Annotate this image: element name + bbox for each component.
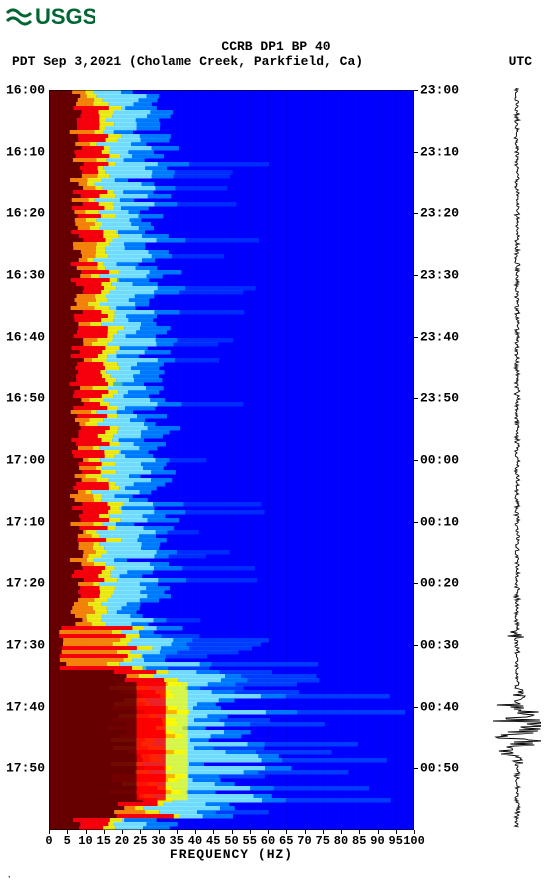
utc-tick: 23:30 xyxy=(420,268,459,283)
freq-tick: 25 xyxy=(133,834,147,848)
pdt-tick: 17:20 xyxy=(0,576,45,591)
freq-tick: 65 xyxy=(279,834,293,848)
pdt-tick: 17:30 xyxy=(0,638,45,653)
frequency-axis-label: FREQUENCY (HZ) xyxy=(49,847,414,862)
utc-tick: 00:30 xyxy=(420,638,459,653)
pdt-tick: 16:50 xyxy=(0,391,45,406)
freq-tick: 5 xyxy=(64,834,71,848)
subtitle-right: UTC xyxy=(509,54,532,69)
freq-tick: 0 xyxy=(45,834,52,848)
freq-tick: 60 xyxy=(261,834,275,848)
utc-tick: 00:50 xyxy=(420,761,459,776)
usgs-logo: USGS xyxy=(5,3,95,29)
freq-tick: 90 xyxy=(370,834,384,848)
left-time-axis: 16:0016:1016:2016:3016:4016:5017:0017:10… xyxy=(0,90,49,830)
pdt-tick: 17:00 xyxy=(0,453,45,468)
pdt-tick: 16:40 xyxy=(0,329,45,344)
utc-tick: 00:10 xyxy=(420,514,459,529)
freq-tick: 100 xyxy=(403,834,425,848)
utc-tick: 00:40 xyxy=(420,699,459,714)
utc-tick: 23:50 xyxy=(420,391,459,406)
pdt-tick: 17:50 xyxy=(0,761,45,776)
right-time-axis: 23:0023:1023:2023:3023:4023:5000:0000:10… xyxy=(414,90,484,830)
pdt-tick: 17:10 xyxy=(0,514,45,529)
pdt-tick: 16:10 xyxy=(0,144,45,159)
freq-tick: 95 xyxy=(389,834,403,848)
seismogram-trace xyxy=(493,88,541,832)
utc-tick: 23:20 xyxy=(420,206,459,221)
freq-tick: 40 xyxy=(188,834,202,848)
freq-tick: 50 xyxy=(224,834,238,848)
freq-tick: 20 xyxy=(115,834,129,848)
freq-tick: 15 xyxy=(97,834,111,848)
chart-title: CCRB DP1 BP 40 xyxy=(0,39,552,54)
usgs-logo-svg: USGS xyxy=(5,3,95,29)
subtitle-left: PDT Sep 3,2021 (Cholame Creek, Parkfield… xyxy=(12,54,363,69)
freq-tick: 70 xyxy=(297,834,311,848)
freq-tick: 75 xyxy=(316,834,330,848)
freq-tick: 80 xyxy=(334,834,348,848)
utc-tick: 23:40 xyxy=(420,329,459,344)
chart-subtitle: PDT Sep 3,2021 (Cholame Creek, Parkfield… xyxy=(12,54,532,69)
freq-tick: 85 xyxy=(352,834,366,848)
freq-tick: 55 xyxy=(243,834,257,848)
pdt-tick: 16:30 xyxy=(0,268,45,283)
page: USGS CCRB DP1 BP 40 PDT Sep 3,2021 (Chol… xyxy=(0,0,552,893)
spectrogram-plot xyxy=(49,90,414,830)
spectrogram-svg xyxy=(49,90,414,830)
freq-tick: 35 xyxy=(170,834,184,848)
freq-tick: 45 xyxy=(206,834,220,848)
utc-tick: 23:10 xyxy=(420,144,459,159)
svg-text:USGS: USGS xyxy=(35,4,95,29)
freq-tick: 30 xyxy=(151,834,165,848)
utc-tick: 23:00 xyxy=(420,83,459,98)
pdt-tick: 17:40 xyxy=(0,699,45,714)
footnote-mark: · xyxy=(6,872,13,884)
utc-tick: 00:00 xyxy=(420,453,459,468)
freq-tick: 10 xyxy=(78,834,92,848)
pdt-tick: 16:00 xyxy=(0,83,45,98)
pdt-tick: 16:20 xyxy=(0,206,45,221)
utc-tick: 00:20 xyxy=(420,576,459,591)
